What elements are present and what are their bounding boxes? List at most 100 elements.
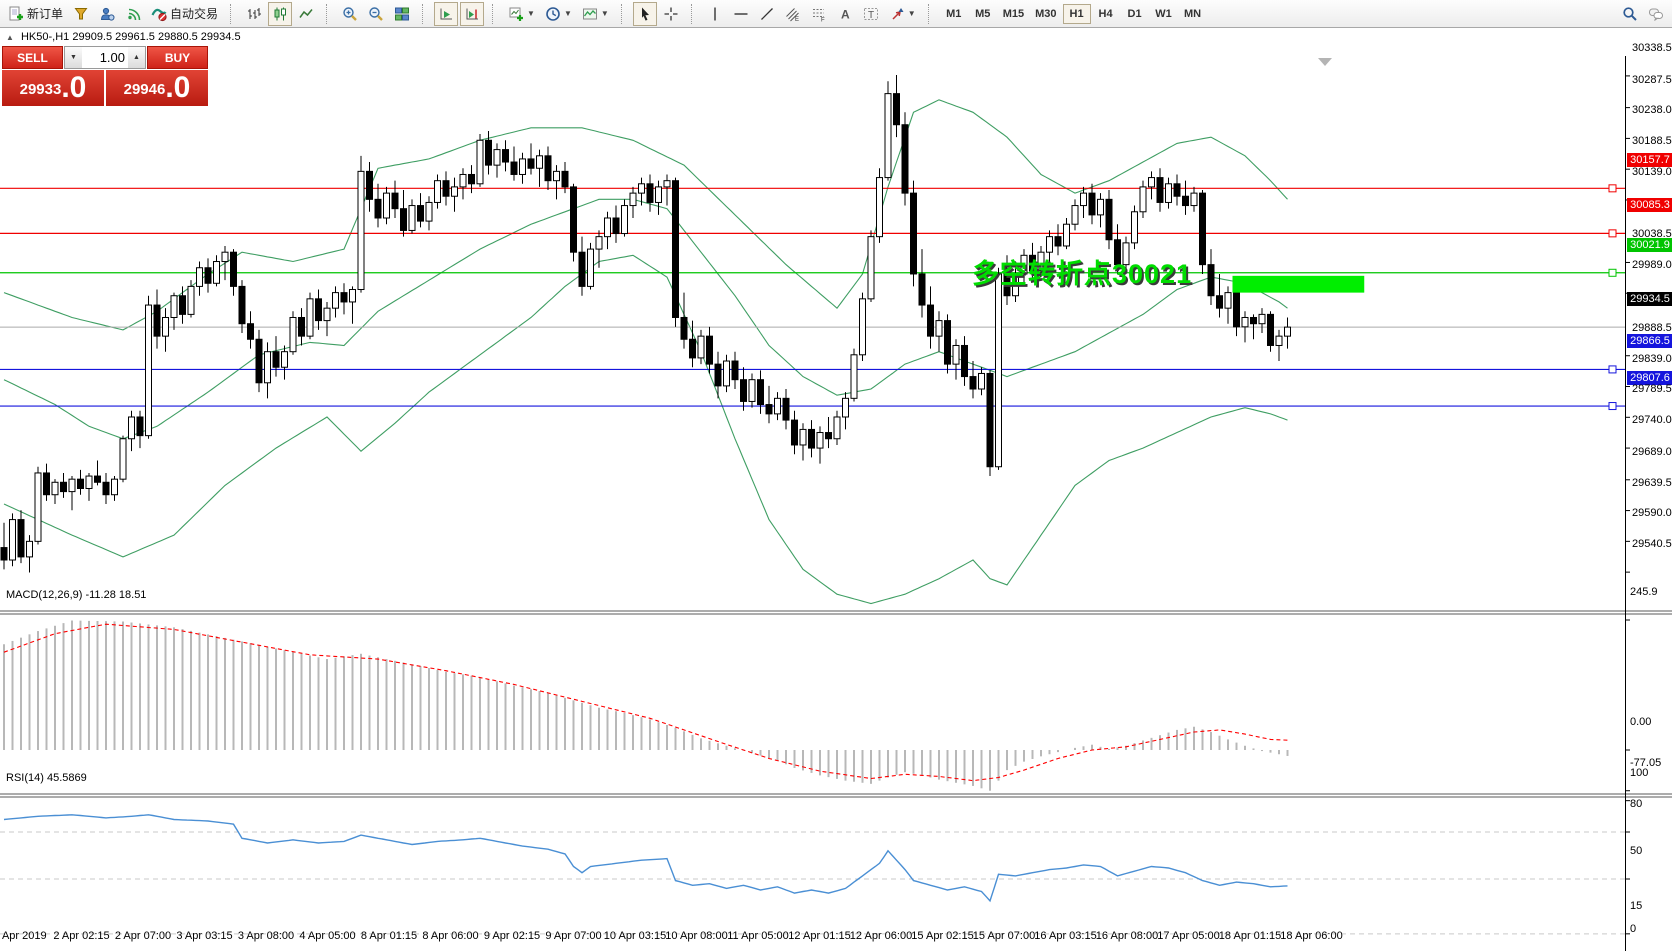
candle-body — [1182, 195, 1189, 207]
line-end-marker — [1608, 402, 1617, 411]
line-end-marker — [1608, 229, 1617, 238]
candle-body — [434, 180, 441, 203]
candle-body — [553, 170, 560, 182]
candle-body — [1080, 192, 1087, 207]
search-button[interactable] — [1618, 2, 1642, 26]
volume-input[interactable] — [82, 47, 128, 68]
candle-body — [765, 404, 773, 415]
new-order-label: 新订单 — [27, 7, 64, 21]
signals-button[interactable] — [121, 2, 145, 26]
timeframe-H1[interactable]: H1 — [1062, 3, 1091, 24]
candle-body — [400, 208, 407, 231]
candle-body — [714, 363, 722, 387]
zoom-out-button[interactable] — [364, 2, 388, 26]
toolbar-separator — [230, 3, 236, 24]
timeframe-W1[interactable]: W1 — [1155, 7, 1172, 20]
candle-body — [1267, 313, 1274, 346]
candle-body — [170, 295, 178, 318]
community-button[interactable] — [95, 2, 119, 26]
vertical-line-tool[interactable] — [703, 2, 727, 26]
chart-ohlc-header: ▲ HK50-,H1 29909.5 29961.5 29880.5 29934… — [6, 31, 241, 43]
toolbar-separator — [620, 3, 627, 24]
macd-signal-line — [3, 623, 1288, 782]
candle-body — [60, 481, 67, 493]
chart-canvas[interactable] — [0, 28, 1672, 951]
candle-body — [1063, 223, 1070, 247]
crosshair-tool-button[interactable] — [659, 2, 683, 26]
profiles-funnel-button[interactable] — [69, 2, 93, 26]
auto-scroll-button[interactable] — [434, 1, 459, 26]
candle-body — [833, 416, 841, 440]
candle-body — [51, 481, 59, 496]
candle-body — [986, 372, 994, 468]
text-label-tool[interactable]: T — [859, 2, 883, 26]
timeframe-M15[interactable]: M15 — [1002, 7, 1025, 20]
candle-body — [1156, 177, 1164, 203]
candle-body — [94, 475, 101, 483]
dropdown-caret: ▼ — [907, 9, 916, 18]
template-dropdown[interactable]: ▼ — [578, 2, 613, 26]
sell-button[interactable]: SELL — [2, 46, 63, 69]
candle-body — [425, 201, 433, 222]
candle-body — [238, 285, 246, 325]
timeframe-M5[interactable]: M5 — [975, 7, 991, 20]
buy-price-main: 29946 — [123, 81, 166, 98]
candle-body — [1037, 251, 1045, 272]
chart-shift-button[interactable] — [460, 1, 485, 26]
period-dropdown[interactable]: ▼ — [541, 2, 576, 26]
candle-chart-mode-button[interactable] — [268, 1, 293, 26]
timeframe-M1[interactable]: M1 — [946, 7, 962, 20]
tile-windows-button[interactable] — [390, 2, 414, 26]
volume-increase-button[interactable]: ▲ — [128, 47, 145, 68]
horizontal-line-tool[interactable] — [729, 2, 753, 26]
rsi-line — [3, 814, 1288, 903]
candle-body — [196, 267, 203, 287]
buy-price-display[interactable]: 29946 .0 — [106, 70, 208, 106]
candle-body — [1258, 313, 1266, 325]
new-chart-dropdown[interactable]: ▼ — [504, 2, 539, 26]
trendline-tool[interactable] — [755, 2, 779, 26]
line-chart-mode-button[interactable] — [294, 2, 318, 26]
arrows-dropdown[interactable]: ▼ — [885, 2, 920, 26]
candle-body — [816, 432, 824, 449]
candle-body — [289, 316, 297, 353]
buy-button[interactable]: BUY — [147, 46, 208, 69]
candle-body — [544, 155, 552, 182]
equidistant-channel-tool[interactable]: E — [781, 2, 805, 26]
fibonacci-tool[interactable]: F — [807, 2, 831, 26]
collapse-triangle-icon: ▲ — [6, 33, 14, 42]
bar-chart-mode-button[interactable] — [242, 2, 266, 26]
timeframe-D1[interactable]: D1 — [1127, 7, 1142, 20]
toolbar-separator — [927, 3, 934, 24]
candle-body — [663, 180, 671, 188]
timeframe-M30[interactable]: M30 — [1035, 7, 1057, 20]
cursor-tool-button[interactable] — [632, 1, 657, 26]
chart-area[interactable] — [0, 28, 1672, 951]
autotrading-button[interactable]: 自动交易 — [147, 2, 222, 26]
sell-price-display[interactable]: 29933 .0 — [2, 70, 104, 106]
template-icon — [582, 8, 597, 19]
chat-button[interactable] — [1644, 2, 1668, 26]
text-tool[interactable]: A — [833, 2, 857, 26]
toolbar: 新订单 自动交易 ▼ ▼ — [0, 0, 1672, 28]
buy-price-sub: .0 — [165, 71, 191, 104]
horizontal-line-icon — [734, 12, 748, 15]
arrow-object-icon — [892, 7, 904, 20]
candle-body — [629, 192, 637, 207]
candle-body — [1241, 316, 1249, 328]
signal-icon — [128, 8, 141, 20]
timeframe-H4[interactable]: H4 — [1098, 7, 1113, 20]
zoom-in-button[interactable] — [338, 2, 362, 26]
macd-indicator-label: MACD(12,26,9) -11.28 18.51 — [6, 589, 147, 601]
new-order-button[interactable]: 新订单 — [4, 2, 67, 26]
timeframe-MN[interactable]: MN — [1183, 7, 1202, 20]
candle-body — [901, 124, 909, 194]
volume-decrease-button[interactable]: ▼ — [65, 47, 82, 68]
candle-body — [978, 372, 985, 390]
dropdown-caret: ▼ — [563, 9, 572, 18]
candle-body — [952, 344, 960, 365]
candle-body — [0, 547, 8, 561]
candle-body — [570, 186, 577, 253]
bar-chart-icon — [248, 7, 262, 19]
candle-body — [859, 298, 866, 356]
